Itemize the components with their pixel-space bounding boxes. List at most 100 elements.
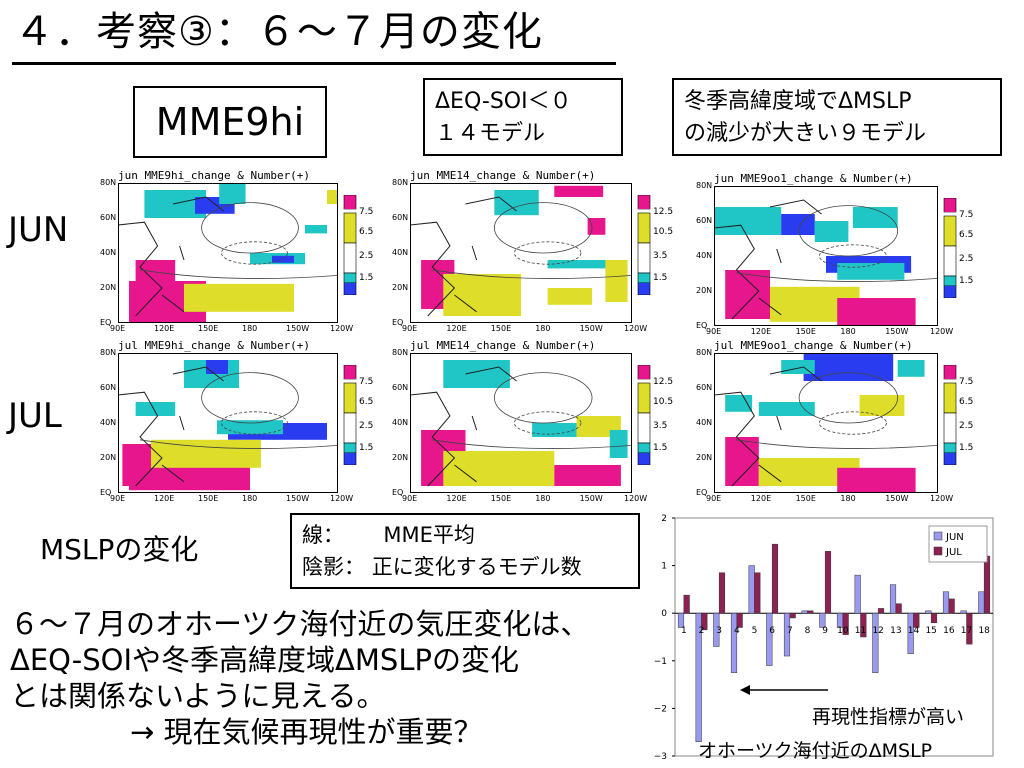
colorbar-segment bbox=[637, 382, 651, 414]
shaded-region bbox=[605, 260, 628, 302]
bar bbox=[872, 612, 879, 673]
colorbar-label: 7.5 bbox=[359, 377, 374, 387]
legend-shade-row: 陰影： 正に変化するモデル数 bbox=[302, 551, 628, 583]
bar bbox=[748, 565, 755, 614]
colorbar-segment bbox=[637, 242, 651, 274]
x-tick-label: 13 bbox=[890, 626, 901, 636]
map-panel: jun MME9oo1_change & Number(+) 80N 60N 40N 2… bbox=[696, 172, 973, 336]
bar bbox=[930, 612, 938, 623]
colorbar-segment bbox=[343, 382, 357, 414]
conclusion-line-3: とは関係ないように見える。 bbox=[10, 679, 386, 713]
mme9oo1-line-2: の減少が大きい９モデル bbox=[684, 121, 927, 146]
legend-box: 線： MME平均 陰影： 正に変化するモデル数 bbox=[290, 513, 640, 589]
bar bbox=[789, 612, 796, 619]
x-tick-label: 2 bbox=[699, 626, 705, 636]
colorbar-arrow-top bbox=[344, 365, 356, 379]
lat-tick-label: 60N bbox=[392, 383, 409, 392]
lon-tick-label: 120E bbox=[446, 324, 467, 333]
shaded-region bbox=[725, 270, 770, 319]
colorbar-arrow-bottom bbox=[638, 453, 650, 465]
map-border bbox=[118, 353, 338, 493]
legend-line-value: MME平均 bbox=[383, 523, 475, 547]
colorbar-arrow-bottom bbox=[944, 453, 956, 465]
lat-tick-label: EQ bbox=[392, 488, 404, 497]
bar bbox=[783, 612, 791, 657]
lat-tick-label: 40N bbox=[100, 248, 117, 257]
conclusion-text: ６～７月のオホーツク海付近の気圧変化は、 ΔEQ-SOIや冬季高緯度域ΔMSLP… bbox=[10, 606, 589, 750]
bar bbox=[766, 612, 773, 666]
colorbar-segment bbox=[343, 242, 357, 274]
shaded-region bbox=[547, 260, 610, 269]
row-label-jun: JUN bbox=[8, 210, 69, 250]
bar bbox=[824, 551, 832, 614]
lat-tick-label: 80N bbox=[392, 348, 409, 357]
lat-tick-label: EQ bbox=[100, 318, 112, 327]
mslp-bar-chart: 210−1−2−31 2 3 4 5 6 7 8 9 10 11 12 13 14 15 16 17 18JUNJ… bbox=[654, 514, 994, 760]
colorbar-label: 6.5 bbox=[959, 230, 974, 240]
colorbar-segment bbox=[343, 212, 357, 244]
contour-line-dashed bbox=[513, 411, 582, 435]
colorbar-segment bbox=[343, 412, 357, 444]
lat-tick-label: 60N bbox=[100, 383, 117, 392]
colorbar-segment bbox=[943, 442, 957, 454]
colorbar-label: 1.5 bbox=[653, 443, 668, 453]
coastline bbox=[714, 199, 822, 320]
shaded-region bbox=[859, 395, 905, 416]
lon-tick-label: 150W bbox=[885, 494, 909, 503]
mme14-box: ΔEQ-SOI＜０ １４モデル bbox=[423, 78, 623, 156]
conclusion-line-1: ６～７月のオホーツク海付近の気圧変化は、 bbox=[10, 607, 590, 641]
colorbar-label: 7.5 bbox=[959, 210, 974, 220]
contour-line-dashed bbox=[513, 241, 582, 265]
map-title: jun MME14_change & Number(+) bbox=[410, 169, 596, 182]
bar bbox=[925, 610, 932, 614]
bar bbox=[713, 612, 720, 647]
shaded-region bbox=[151, 439, 261, 468]
lat-tick-label: 80N bbox=[100, 348, 117, 357]
lat-tick-label: 20N bbox=[100, 283, 117, 292]
shaded-region bbox=[327, 190, 338, 204]
shaded-region bbox=[129, 465, 250, 491]
contour-line bbox=[201, 372, 299, 424]
lon-tick-label: 180 bbox=[840, 494, 856, 503]
bar bbox=[701, 612, 708, 631]
map-plot bbox=[118, 353, 338, 493]
bar bbox=[754, 572, 761, 614]
bar bbox=[978, 591, 985, 614]
contour-line bbox=[139, 269, 338, 279]
coastline bbox=[118, 366, 224, 487]
lon-tick-label: 120W bbox=[330, 494, 354, 503]
bar bbox=[807, 610, 814, 614]
conclusion-line-4: → 現在気候再現性が重要？ bbox=[130, 715, 483, 749]
x-tick-label: 5 bbox=[752, 626, 758, 636]
lat-tick-label: 20N bbox=[392, 453, 409, 462]
lon-tick-label: 150W bbox=[286, 494, 310, 503]
lat-tick-label: 20N bbox=[392, 283, 409, 292]
mslp-change-label: MSLPの変化 bbox=[40, 533, 199, 566]
contour-line bbox=[736, 272, 938, 282]
colorbar-arrow-top bbox=[944, 198, 956, 212]
shaded-region bbox=[135, 402, 176, 416]
bar bbox=[907, 612, 914, 654]
map-title: jul MME9oo1_change & Number(+) bbox=[714, 339, 913, 352]
lat-tick-label: 40N bbox=[392, 248, 409, 257]
shaded-region bbox=[725, 437, 759, 486]
bar bbox=[942, 591, 950, 614]
lon-tick-label: 150W bbox=[579, 494, 603, 503]
lon-tick-label: 150E bbox=[198, 494, 219, 503]
bar bbox=[683, 594, 690, 614]
lat-tick-label: 40N bbox=[696, 251, 713, 260]
colorbar-arrow-bottom bbox=[944, 286, 956, 298]
lat-tick-label: 60N bbox=[100, 213, 117, 222]
lat-tick-label: 60N bbox=[392, 213, 409, 222]
y-tick-label: 0 bbox=[661, 609, 667, 619]
mme9hi-label: MME9hi bbox=[155, 100, 305, 144]
colorbar-label: 10.5 bbox=[653, 397, 674, 407]
coastline bbox=[118, 196, 224, 317]
contour-line-dashed bbox=[818, 411, 887, 435]
x-tick-label: 3 bbox=[716, 626, 722, 636]
map-plot bbox=[714, 186, 938, 326]
lon-tick-label: 180 bbox=[242, 494, 258, 503]
shaded-region bbox=[725, 395, 753, 412]
colorbar-label: 2.5 bbox=[359, 251, 374, 261]
contour-line-dashed bbox=[220, 241, 288, 265]
